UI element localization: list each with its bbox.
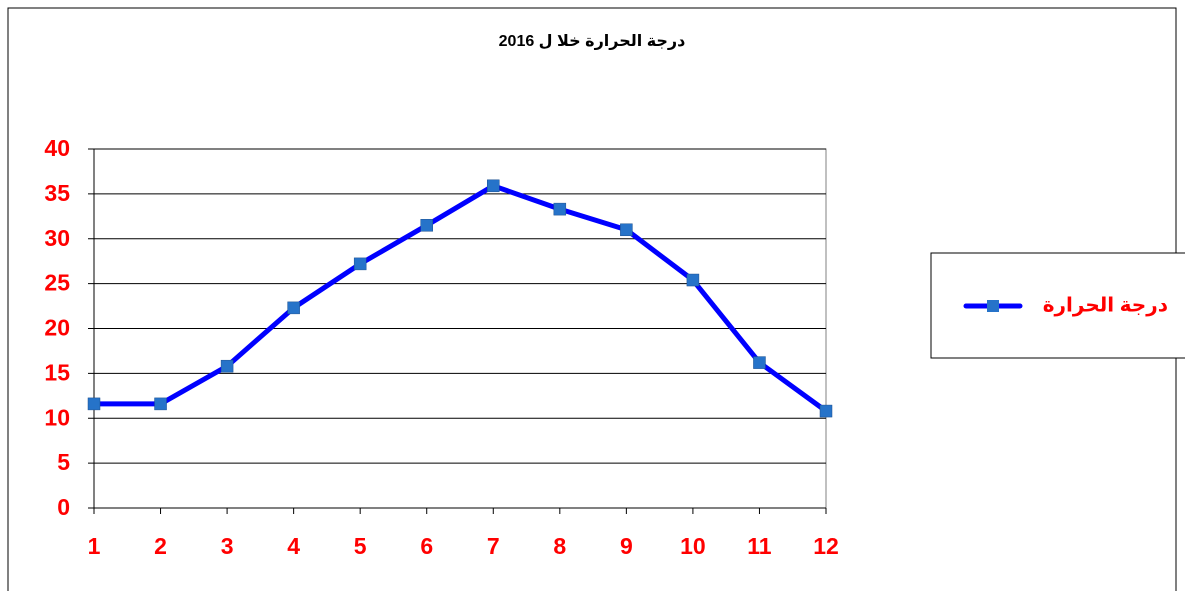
marker <box>220 359 234 373</box>
x-tick-label: 1 <box>88 533 101 559</box>
y-tick-label: 40 <box>44 135 70 161</box>
marker <box>819 404 833 418</box>
marker <box>553 202 567 216</box>
marker <box>620 223 633 237</box>
marker <box>87 397 101 411</box>
y-tick-label: 5 <box>57 449 70 475</box>
y-tick-label: 35 <box>44 180 70 206</box>
x-tick-label: 7 <box>487 533 500 559</box>
y-tick-label: 20 <box>44 315 70 341</box>
marker <box>154 397 167 411</box>
marker <box>753 356 766 369</box>
marker <box>353 257 367 271</box>
chart-title: درجة الحرارة خلا ل 2016 <box>499 33 686 50</box>
x-tick-label: 4 <box>287 533 300 559</box>
x-tick-label: 12 <box>813 533 839 559</box>
x-tick-label: 8 <box>553 533 566 559</box>
y-tick-label: 0 <box>57 494 70 520</box>
x-tick-label: 3 <box>221 533 234 559</box>
legend-marker <box>987 300 999 312</box>
series-line <box>94 183 828 414</box>
x-tick-label: 2 <box>154 533 167 559</box>
x-tick-label: 10 <box>680 533 706 559</box>
x-tick-label: 5 <box>354 533 367 559</box>
y-tick-label: 10 <box>44 404 70 430</box>
marker <box>686 273 700 287</box>
legend-label: درجة الحرارة <box>1043 294 1168 316</box>
y-tick-label: 25 <box>44 270 70 296</box>
marker <box>287 301 300 315</box>
y-tick-label: 15 <box>44 359 70 385</box>
marker <box>420 219 433 232</box>
x-tick-label: 11 <box>747 533 772 559</box>
x-tick-label: 9 <box>620 533 633 559</box>
y-tick-label: 30 <box>44 225 70 251</box>
marker <box>487 179 500 193</box>
x-tick-label: 6 <box>420 533 433 559</box>
